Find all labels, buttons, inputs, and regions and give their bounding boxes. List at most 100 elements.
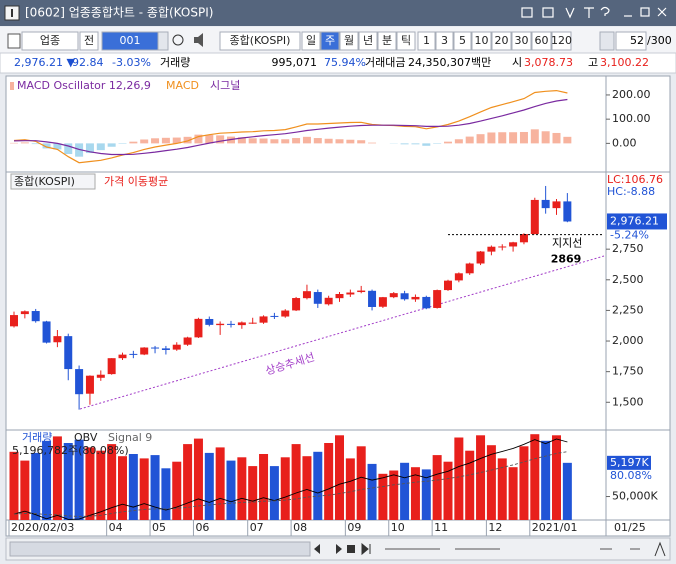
icon[interactable] [584, 7, 594, 18]
stop-button[interactable] [347, 545, 355, 553]
interval-button-label[interactable]: 120 [551, 34, 572, 47]
count-field[interactable] [615, 31, 647, 51]
period-button[interactable] [396, 31, 416, 51]
y-tick-label: 2,000 [612, 334, 644, 347]
scroll-thumb[interactable] [9, 541, 311, 557]
candle-body [389, 293, 398, 298]
interval-button[interactable] [435, 31, 454, 51]
open-label: 시 [512, 56, 522, 69]
volume-bar [313, 451, 323, 520]
sound-icon[interactable] [194, 33, 203, 47]
search-icon[interactable] [172, 34, 184, 46]
icon[interactable] [565, 7, 575, 19]
period-button-label[interactable]: 월 [344, 34, 354, 47]
oscillator-bar [454, 139, 463, 144]
candle-body [140, 347, 149, 355]
icon[interactable] [542, 7, 554, 18]
interval-button[interactable] [453, 31, 472, 51]
oscillator-bar [194, 134, 203, 144]
oscillator-bar [476, 134, 485, 144]
volume-bar [204, 452, 214, 520]
prefix-button[interactable] [79, 31, 99, 51]
high: 3,100.22 [600, 56, 649, 69]
candle-body [422, 296, 431, 309]
last-volume-box [607, 455, 651, 470]
interval-button[interactable] [511, 31, 532, 51]
market-select[interactable] [21, 31, 79, 51]
period-button[interactable] [339, 31, 359, 51]
period-button[interactable] [301, 31, 321, 51]
volume-bar [118, 456, 127, 520]
oscillator-bar [259, 138, 268, 144]
period-button-label[interactable]: 분 [382, 34, 392, 47]
oscillator-bar [335, 139, 344, 144]
period-button-label[interactable]: 틱 [401, 34, 411, 47]
name-field[interactable] [219, 31, 301, 51]
interval-button[interactable] [491, 31, 512, 51]
volume: 995,071 [272, 56, 318, 69]
x-tick-label: 09 [347, 521, 361, 534]
maximize[interactable] [640, 7, 650, 17]
volume-bar [9, 451, 19, 520]
interval-button-label[interactable]: 30 [515, 34, 529, 47]
market-select-label[interactable]: 업종 [40, 34, 60, 47]
interval-button-label[interactable]: 20 [495, 34, 509, 47]
volume-rate: 75.94% [324, 56, 366, 69]
code-input-label[interactable]: 001 [120, 34, 141, 47]
oscillator-bar [205, 134, 214, 144]
interval-button-label[interactable]: 60 [535, 34, 549, 47]
period-button[interactable] [320, 31, 340, 51]
candle-body [53, 336, 62, 343]
candle-body [64, 336, 73, 370]
icon[interactable] [600, 6, 610, 17]
interval-button-label[interactable]: 1 [423, 34, 430, 47]
interval-button[interactable] [417, 31, 436, 51]
scroll-buttons[interactable] [314, 544, 342, 554]
volume-summary: 5,196,782주(80.08%) [12, 444, 129, 457]
last-volume-rate: 80.08% [610, 469, 652, 482]
menu-icon[interactable] [7, 33, 21, 49]
period-button-label[interactable]: 년 [363, 34, 373, 47]
candle-body [465, 263, 474, 274]
interval-button[interactable] [471, 31, 492, 51]
icon[interactable] [521, 7, 533, 18]
volume-bar [52, 436, 62, 520]
count[interactable]: 52 [630, 34, 644, 47]
code-dropdown[interactable] [157, 31, 169, 51]
interval-button-label[interactable]: 3 [441, 34, 448, 47]
name-field-label[interactable]: 종합(KOSPI) [230, 34, 291, 47]
volume-bar [421, 469, 431, 520]
candle-body [335, 293, 344, 299]
candle-body [378, 297, 387, 307]
candle-body [519, 234, 528, 243]
candle-body [530, 199, 539, 234]
period-button-label[interactable]: 주 [325, 34, 335, 47]
prefix-button-label[interactable]: 전 [84, 34, 94, 47]
interval-button[interactable] [531, 31, 552, 51]
close[interactable] [657, 7, 667, 17]
end-button[interactable] [361, 542, 371, 556]
interval-button[interactable] [551, 31, 572, 51]
volume-bar [150, 455, 160, 520]
interval-dropdown[interactable] [599, 31, 615, 51]
volume-bar [410, 467, 420, 520]
x-tick-label: 06 [195, 521, 209, 534]
oscillator-bar [216, 135, 225, 144]
period-button-label[interactable]: 일 [306, 33, 316, 47]
candle-body [151, 347, 160, 349]
amount-label: 거래대금 [365, 56, 405, 69]
volume-bar [259, 454, 269, 520]
period-button[interactable] [377, 31, 397, 51]
candle-body [42, 321, 51, 343]
title-icons [521, 6, 667, 19]
font-button[interactable] [654, 541, 666, 557]
macd-line [13, 98, 568, 156]
candle-body [487, 246, 496, 252]
oscillator-bar [563, 136, 572, 144]
oscillator-bar [140, 139, 149, 144]
legend-entry: Signal 9 [108, 431, 152, 444]
interval-button-label[interactable]: 5 [459, 34, 466, 47]
period-button[interactable] [358, 31, 378, 51]
rate: -3.03% [112, 56, 151, 69]
interval-button-label[interactable]: 10 [475, 34, 489, 47]
